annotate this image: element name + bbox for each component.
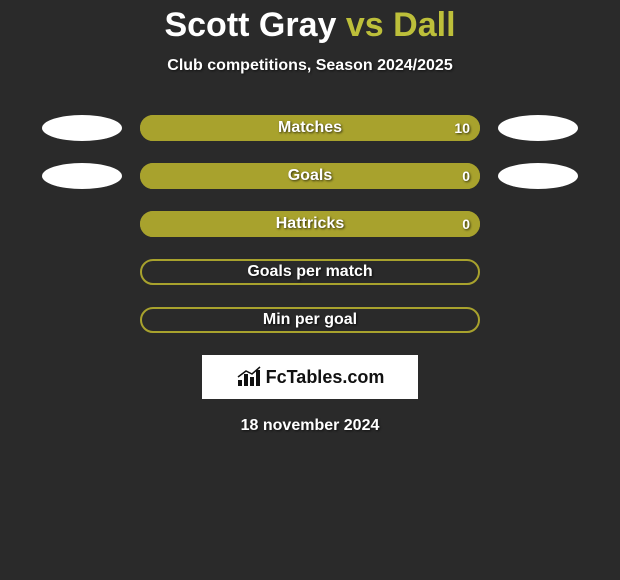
stat-value-p2: 0 [462, 211, 470, 237]
title-vs: vs [346, 6, 384, 44]
stat-label: Min per goal [140, 307, 480, 333]
stat-label: Goals [140, 163, 480, 189]
player2-ellipse [498, 307, 578, 333]
player1-ellipse [42, 307, 122, 333]
stat-rows: Matches10Goals0Hattricks0Goals per match… [0, 115, 620, 333]
stat-row: Goals per match [0, 259, 620, 285]
stat-bar: Min per goal [140, 307, 480, 333]
stat-label: Hattricks [140, 211, 480, 237]
stat-bar: Goals per match [140, 259, 480, 285]
logo-text: FcTables.com [266, 367, 385, 388]
stat-value-p2: 0 [462, 163, 470, 189]
subtitle: Club competitions, Season 2024/2025 [0, 57, 620, 75]
stat-label: Goals per match [140, 259, 480, 285]
date-text: 18 november 2024 [0, 417, 620, 435]
stat-bar: Hattricks0 [140, 211, 480, 237]
logo: FcTables.com [236, 366, 385, 388]
player1-ellipse [42, 163, 122, 189]
stat-bar: Goals0 [140, 163, 480, 189]
player1-ellipse [42, 211, 122, 237]
comparison-infographic: Scott Gray vs Dall Club competitions, Se… [0, 0, 620, 435]
player1-ellipse [42, 115, 122, 141]
page-title: Scott Gray vs Dall [0, 6, 620, 45]
bar-chart-icon [236, 366, 262, 388]
stat-row: Matches10 [0, 115, 620, 141]
title-player2: Dall [393, 6, 455, 44]
stat-row: Goals0 [0, 163, 620, 189]
player2-ellipse [498, 211, 578, 237]
stat-row: Min per goal [0, 307, 620, 333]
stat-row: Hattricks0 [0, 211, 620, 237]
player2-ellipse [498, 115, 578, 141]
stat-label: Matches [140, 115, 480, 141]
stat-bar: Matches10 [140, 115, 480, 141]
player2-ellipse [498, 259, 578, 285]
player2-ellipse [498, 163, 578, 189]
player1-ellipse [42, 259, 122, 285]
stat-value-p2: 10 [454, 115, 470, 141]
title-player1: Scott Gray [164, 6, 336, 44]
logo-box: FcTables.com [202, 355, 418, 399]
